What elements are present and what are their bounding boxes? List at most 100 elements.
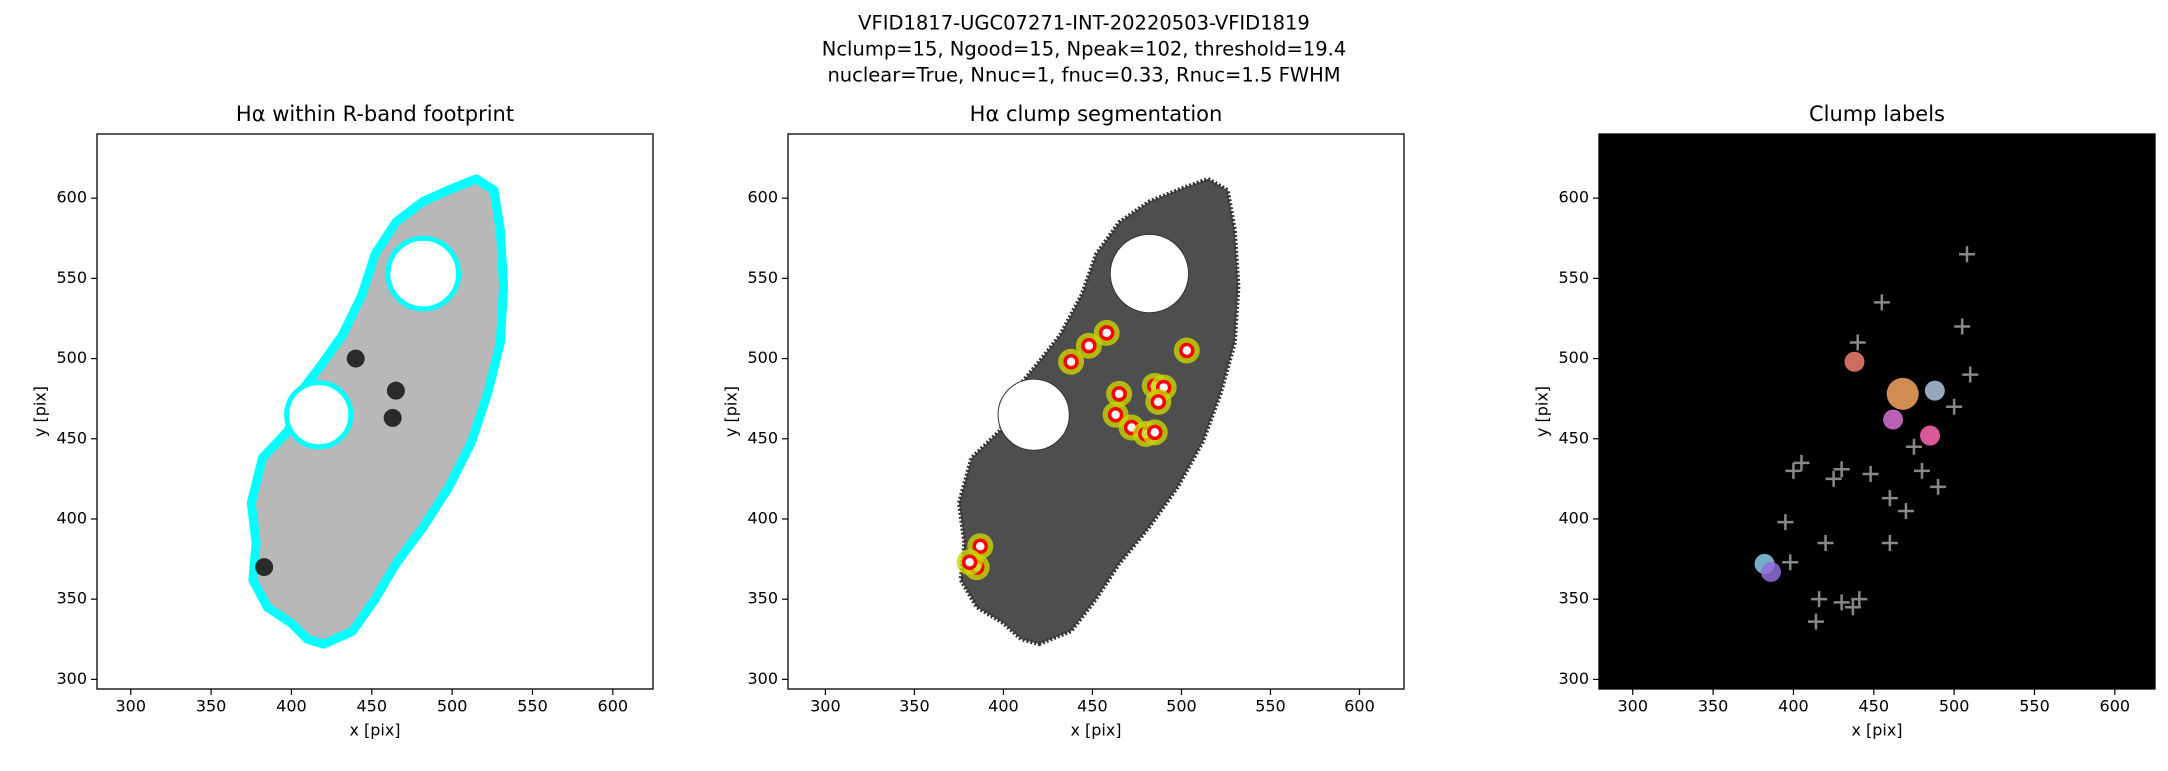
x-tick-label: 550 [2019, 697, 2050, 716]
y-tick-label: 300 [56, 669, 87, 688]
peak [1817, 535, 1834, 552]
knot [346, 349, 365, 368]
peak [1962, 366, 1979, 383]
y-tick-label: 450 [56, 428, 87, 447]
peak [1930, 478, 1947, 495]
masked-star [385, 235, 462, 312]
y-tick-label: 300 [1558, 669, 1589, 688]
y-tick-label: 600 [747, 188, 778, 207]
peak [1833, 461, 1850, 478]
y-tick-label: 400 [1558, 508, 1589, 527]
clump [1179, 342, 1195, 359]
x-tick-label: 500 [1939, 697, 1970, 716]
masked-star [1109, 233, 1190, 314]
clump-label [1920, 425, 1941, 446]
masked-star [284, 380, 354, 450]
y-tick-label: 600 [1558, 188, 1589, 207]
x-tick-label: 450 [1859, 697, 1890, 716]
axes-frame [1598, 133, 2156, 690]
x-tick-label: 550 [517, 697, 548, 716]
knot [255, 558, 274, 577]
knot [383, 408, 402, 427]
peak [1785, 462, 1802, 479]
axes-frame [96, 133, 654, 690]
x-tick-label: 600 [598, 697, 629, 716]
peak [1946, 398, 1963, 415]
image [788, 134, 1404, 689]
clump-label [1886, 377, 1919, 410]
peak [1782, 554, 1799, 571]
y-tick-label: 450 [1558, 428, 1589, 447]
peak [1833, 594, 1850, 611]
y-axis-label: y [pix] [722, 386, 741, 437]
clump-label [1760, 561, 1781, 582]
clump [1081, 337, 1097, 354]
y-tick-label: 550 [56, 268, 87, 287]
axes-title: Hα clump segmentation [970, 102, 1223, 126]
clump [1063, 354, 1079, 370]
clump-label [1924, 380, 1945, 401]
x-tick-label: 350 [1698, 697, 1729, 716]
peak [1807, 613, 1824, 630]
x-tick-label: 350 [899, 697, 930, 716]
peak [1811, 591, 1828, 608]
peak [1881, 535, 1898, 552]
peak [1825, 470, 1842, 487]
image-background [1599, 134, 2155, 689]
clump [1107, 406, 1124, 423]
y-tick-label: 550 [1558, 268, 1589, 287]
knot [386, 381, 405, 400]
x-axis-label: x [pix] [349, 721, 400, 740]
clump-label [1844, 351, 1865, 372]
x-tick-label: 300 [810, 697, 841, 716]
y-tick-label: 500 [56, 348, 87, 367]
x-axis-label: x [pix] [1851, 721, 1902, 740]
image [97, 134, 653, 689]
peak [1881, 490, 1898, 507]
panel: 300 350 400 450 500 550 600 300 350 400 450 500 550 6… [722, 102, 1405, 740]
clump [961, 554, 978, 571]
axes-title: Clump labels [1809, 102, 1945, 126]
axes-title: Hα within R-band footprint [236, 102, 514, 126]
axes-frame [787, 133, 1405, 690]
x-tick-label: 400 [1778, 697, 1809, 716]
panel: 300 350 400 450 500 550 600 300 350 400 450 500 550 6… [31, 102, 654, 740]
y-tick-label: 400 [747, 508, 778, 527]
clump [1147, 424, 1163, 441]
x-tick-label: 550 [1255, 697, 1286, 716]
clump-label [1883, 409, 1904, 430]
x-tick-label: 400 [276, 697, 307, 716]
peak [1777, 514, 1794, 531]
suptitle-line: Nclump=15, Ngood=15, Npeak=102, threshol… [822, 38, 1347, 61]
x-tick-label: 450 [1077, 697, 1108, 716]
peak [1897, 502, 1914, 519]
y-axis-label: y [pix] [31, 386, 50, 437]
suptitle-line: VFID1817-UGC07271-INT-20220503-VFID1819 [858, 12, 1310, 35]
peak [1873, 294, 1890, 311]
x-tick-label: 300 [115, 697, 146, 716]
peak [1844, 599, 1861, 616]
suptitle-line: nuclear=True, Nnuc=1, fnuc=0.33, Rnuc=1.… [827, 64, 1340, 87]
peak [1958, 246, 1975, 263]
x-tick-label: 600 [1344, 697, 1375, 716]
panel: 300 350 400 450 500 550 600 300 350 400 450 500 550 6… [1533, 102, 2156, 740]
x-tick-label: 500 [437, 697, 468, 716]
y-tick-label: 350 [1558, 589, 1589, 608]
clump [1150, 394, 1167, 410]
y-tick-label: 500 [747, 348, 778, 367]
peak [1851, 591, 1868, 608]
y-tick-label: 600 [56, 188, 87, 207]
y-tick-label: 450 [747, 428, 778, 447]
y-tick-label: 500 [1558, 348, 1589, 367]
masked-star [997, 378, 1070, 451]
y-axis-label: y [pix] [1533, 386, 1552, 437]
peak [1849, 334, 1866, 351]
clump [1098, 325, 1115, 341]
x-tick-label: 600 [2100, 697, 2131, 716]
y-tick-label: 300 [747, 669, 778, 688]
x-tick-label: 300 [1617, 697, 1648, 716]
y-tick-label: 550 [747, 268, 778, 287]
peak [1954, 318, 1971, 335]
clump [972, 538, 989, 554]
